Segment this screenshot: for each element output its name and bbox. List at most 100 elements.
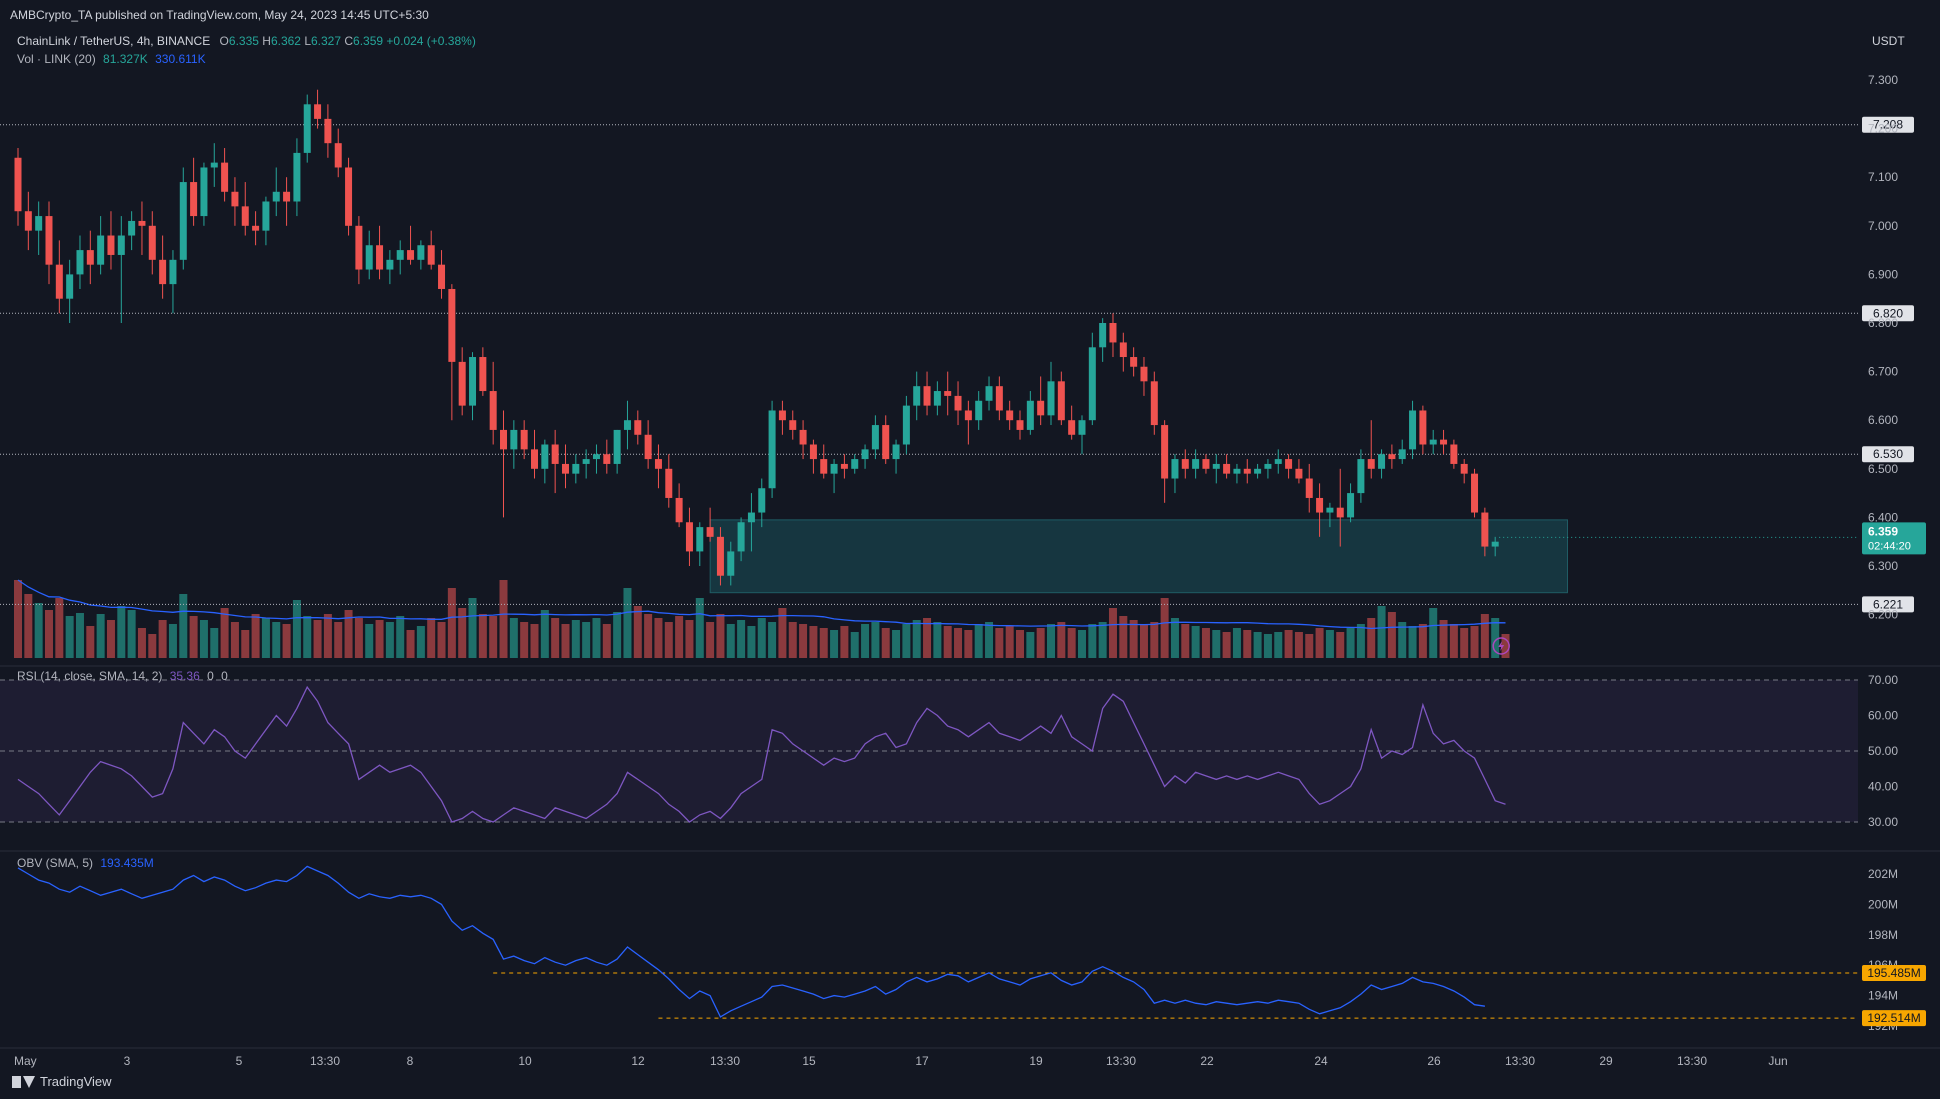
- price-level-tag: [1862, 596, 1914, 613]
- volume-bar: [158, 620, 167, 658]
- volume-ma-line: [17, 579, 1506, 630]
- price-level-tag: [1862, 446, 1914, 463]
- time-axis-label: 22: [1200, 1054, 1214, 1068]
- candle-body: [1450, 444, 1458, 464]
- volume-bar: [313, 620, 322, 658]
- volume-bar: [540, 610, 549, 658]
- time-axis-label: 17: [915, 1054, 929, 1068]
- candle-body: [727, 551, 735, 576]
- candle-body: [1140, 366, 1148, 382]
- volume-bar: [530, 624, 539, 658]
- volume-bar: [861, 624, 870, 658]
- volume-bar: [1305, 634, 1314, 658]
- candle-body: [396, 250, 404, 260]
- volume-bar: [1274, 632, 1283, 658]
- obv-line: [17, 865, 1485, 1018]
- candle-body: [479, 357, 487, 392]
- candle-body: [747, 512, 755, 523]
- candle-body: [200, 167, 208, 217]
- volume-bar: [582, 622, 591, 658]
- volume-bar: [292, 600, 301, 658]
- volume-bar: [1005, 626, 1014, 658]
- obv-legend[interactable]: OBV (SMA, 5) 193.435M: [17, 856, 154, 870]
- volume-bar: [1460, 628, 1469, 658]
- candle-body: [1233, 468, 1241, 474]
- candle-body: [799, 429, 807, 445]
- candle-body: [355, 225, 363, 270]
- volume-bar: [974, 624, 983, 658]
- rsi-legend[interactable]: RSI (14, close, SMA, 14, 2) 35.36 0 0: [17, 669, 228, 683]
- tradingview-logo[interactable]: TradingView: [12, 1074, 112, 1089]
- candle-body: [314, 104, 322, 119]
- rsi-line: [17, 685, 1506, 823]
- volume-legend[interactable]: Vol · LINK (20) 81.327K 330.611K: [17, 52, 206, 66]
- volume-bar: [1243, 630, 1252, 658]
- volume-bar: [230, 622, 239, 658]
- volume-bar: [406, 630, 415, 658]
- volume-bar: [354, 618, 363, 658]
- candle-body: [644, 434, 652, 460]
- candle-body: [1398, 449, 1406, 460]
- candle-body: [551, 444, 559, 464]
- volume-bar: [168, 624, 177, 658]
- volume-bar: [1139, 624, 1148, 658]
- candle-body: [169, 259, 177, 285]
- candle-body: [737, 522, 745, 552]
- volume-bar: [1387, 612, 1396, 658]
- volume-bar: [644, 614, 653, 658]
- volume-bar: [148, 634, 157, 658]
- ohlc-change: +0.024 (+0.38%): [386, 34, 476, 48]
- volume-bar: [592, 618, 601, 658]
- obv-axis-tick: 200M: [1868, 897, 1898, 911]
- volume-bar: [251, 614, 260, 658]
- volume-bar: [623, 588, 632, 658]
- volume-bar: [881, 628, 890, 658]
- volume-bar: [633, 606, 642, 658]
- currency-label: USDT: [1872, 34, 1905, 48]
- candle-body: [1016, 420, 1024, 430]
- candle-body: [1223, 463, 1231, 474]
- volume-bar: [1284, 630, 1293, 658]
- volume-bar: [561, 624, 570, 658]
- volume-bar: [106, 620, 115, 658]
- volume-bar: [1336, 632, 1345, 658]
- time-axis-label: 5: [236, 1054, 243, 1068]
- volume-bar: [757, 618, 766, 658]
- candle-body: [964, 410, 972, 421]
- candle-body: [138, 220, 146, 226]
- obv-level-tag: [1862, 965, 1926, 982]
- price-level-label: 6.530: [1873, 447, 1903, 461]
- volume-bar: [995, 628, 1004, 658]
- volume-bar: [117, 606, 126, 658]
- candle-body: [623, 420, 631, 430]
- publisher-line: AMBCrypto_TA published on TradingView.co…: [10, 8, 429, 22]
- candle-body: [1099, 323, 1107, 348]
- symbol-legend[interactable]: ChainLink / TetherUS, 4h, BINANCE O6.335…: [17, 34, 476, 48]
- volume-bar: [509, 618, 518, 658]
- candle-body: [1471, 473, 1479, 513]
- candle-body: [1202, 459, 1210, 469]
- volume-bar: [1367, 618, 1376, 658]
- time-axis-label: 26: [1427, 1054, 1441, 1068]
- candle-body: [159, 259, 167, 285]
- price-axis-tick: 6.300: [1868, 559, 1898, 573]
- candle-body: [923, 386, 931, 406]
- candle-body: [613, 429, 621, 464]
- rsi-extra-2: 0: [221, 669, 228, 683]
- rsi-value: 35.36: [169, 669, 200, 683]
- volume-bar: [1439, 620, 1448, 658]
- volume-bar: [902, 624, 911, 658]
- candle-body: [438, 264, 446, 289]
- volume-bar: [1263, 634, 1272, 658]
- candle-body: [190, 182, 198, 217]
- volume-ma-value: 330.611K: [155, 52, 206, 66]
- candle-body: [427, 245, 435, 265]
- volume-bar: [1377, 606, 1386, 658]
- volume-bar: [1232, 628, 1241, 658]
- ohlc-high: 6.362: [270, 34, 301, 48]
- time-axis-label: 29: [1599, 1054, 1613, 1068]
- volume-bar: [1108, 608, 1117, 658]
- volume-bar: [1026, 632, 1035, 658]
- volume-bar: [768, 622, 777, 658]
